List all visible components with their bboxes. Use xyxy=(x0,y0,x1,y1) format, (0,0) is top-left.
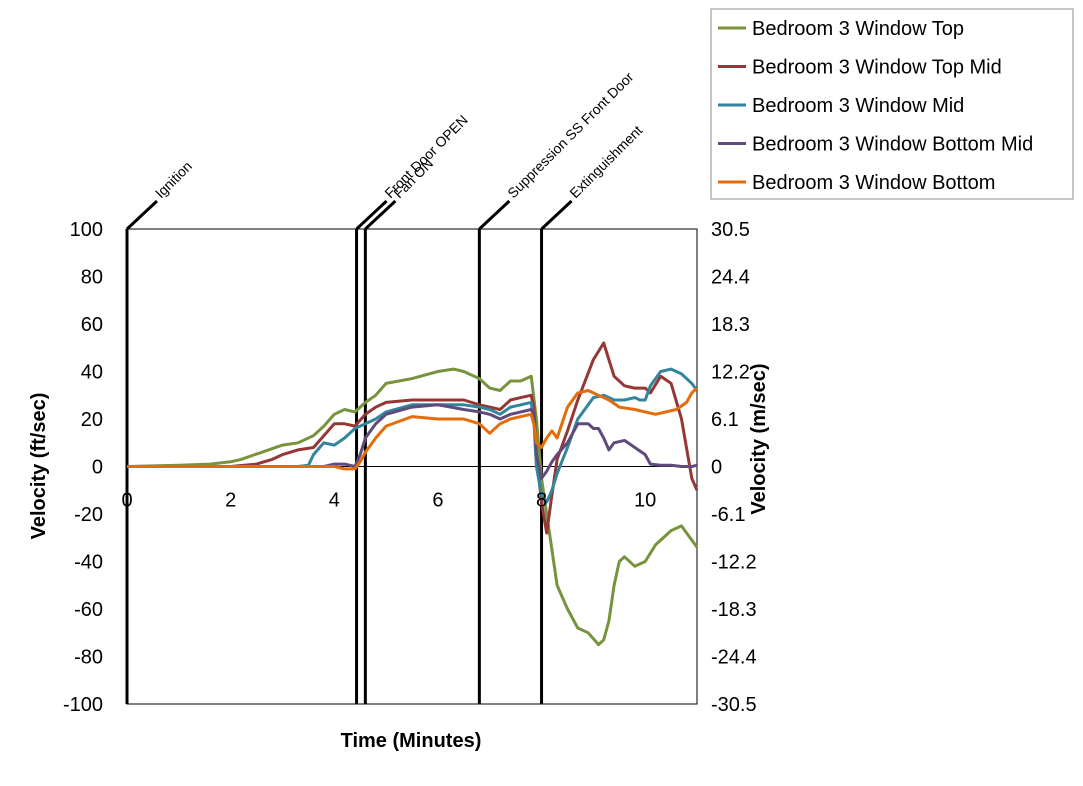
y2-tick-label: -12.2 xyxy=(711,552,757,574)
y-tick-label: 20 xyxy=(81,409,103,431)
y-axis-title-left: Velocity (ft/sec) xyxy=(28,393,50,540)
y-tick-label: 0 xyxy=(92,457,103,479)
legend-label-5: Bedroom 3 Window Bottom xyxy=(752,172,995,194)
x-axis-title: Time (Minutes) xyxy=(341,730,482,752)
y-tick-label: 100 xyxy=(70,219,103,241)
series-line-5 xyxy=(127,386,699,471)
event-label-4: Suppression SS Front Door xyxy=(504,69,637,202)
event-leader-4 xyxy=(478,199,511,231)
x-tick-label: 6 xyxy=(432,490,443,512)
x-tick-label: 10 xyxy=(634,490,656,512)
legend: Bedroom 3 Window Top Bedroom 3 Window Top… xyxy=(718,18,1033,194)
event-leader-1 xyxy=(125,199,159,231)
y2-tick-label: -18.3 xyxy=(711,599,757,621)
y-tick-label: -60 xyxy=(74,599,103,621)
series-line-1 xyxy=(126,367,699,647)
y-axis-right-ticks: 30.5 24.4 18.3 12.2 6.1 0 -6.1 -12.2 -18.3 -24.4 -… xyxy=(711,219,757,716)
y2-tick-label: 0 xyxy=(711,457,722,479)
y2-tick-label: 12.2 xyxy=(711,362,750,384)
y-tick-label: -100 xyxy=(63,694,103,716)
y-tick-label: 40 xyxy=(81,362,103,384)
y2-tick-label: -24.4 xyxy=(711,647,757,669)
y-tick-label: 60 xyxy=(81,314,103,336)
x-tick-label: 8 xyxy=(536,490,547,512)
y2-tick-label: 18.3 xyxy=(711,314,750,336)
y-tick-label: -40 xyxy=(74,552,103,574)
legend-label-3: Bedroom 3 Window Mid xyxy=(752,95,964,117)
y2-tick-label: 24.4 xyxy=(711,267,750,289)
event-leader-3 xyxy=(364,199,397,231)
event-label-1: Ignition xyxy=(152,158,195,201)
series-line-2 xyxy=(127,341,699,535)
x-tick-label: 4 xyxy=(329,490,340,512)
legend-box xyxy=(710,8,1074,200)
event-leader-2 xyxy=(355,199,388,231)
y-axis-left-ticks: 100 80 60 40 20 0 -20 -40 -60 -80 -100 xyxy=(63,219,103,716)
y2-tick-label: -30.5 xyxy=(711,694,757,716)
event-leader-5 xyxy=(540,199,573,231)
series-line-4 xyxy=(127,403,698,480)
y2-tick-label: 30.5 xyxy=(711,219,750,241)
legend-label-2: Bedroom 3 Window Top Mid xyxy=(752,57,1002,79)
legend-label-4: Bedroom 3 Window Bottom Mid xyxy=(752,134,1033,156)
y-tick-label: 80 xyxy=(81,267,103,289)
y-axis-title-right: Velocity (m/sec) xyxy=(748,363,770,514)
x-tick-label: 2 xyxy=(225,490,236,512)
series-lines xyxy=(126,341,699,647)
y2-tick-label: -6.1 xyxy=(711,504,745,526)
x-axis-ticks: 0 2 4 6 8 10 xyxy=(121,490,656,512)
legend-label-1: Bedroom 3 Window Top xyxy=(752,18,964,40)
y-tick-label: -80 xyxy=(74,647,103,669)
x-tick-label: 0 xyxy=(121,490,132,512)
y-tick-label: -20 xyxy=(74,504,103,526)
y2-tick-label: 6.1 xyxy=(711,409,739,431)
